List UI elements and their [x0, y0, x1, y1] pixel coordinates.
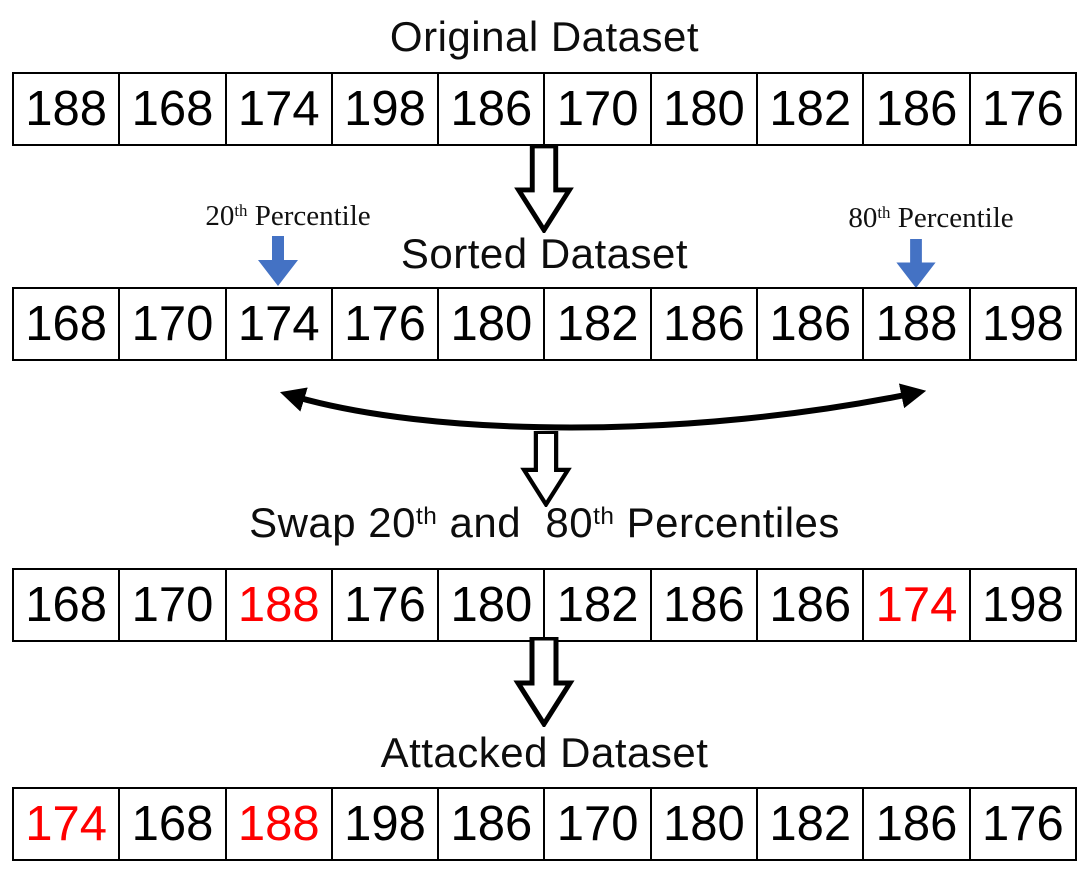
- table-cell: 186: [864, 787, 971, 861]
- table-cell: 176: [332, 287, 440, 361]
- table-cell: 168: [120, 787, 227, 861]
- attacked-dataset-row: 174 168 188 198 186 170 180 182 186 176: [12, 787, 1077, 861]
- table-cell: 182: [545, 287, 652, 361]
- table-cell: 176: [970, 72, 1077, 146]
- table-cell: 174: [226, 72, 333, 146]
- table-cell: 198: [332, 787, 440, 861]
- table-cell: 186: [758, 287, 865, 361]
- down-block-arrow-icon: [514, 145, 574, 233]
- table-cell: 186: [651, 568, 759, 642]
- table-cell: 176: [970, 787, 1077, 861]
- table-cell: 174: [226, 287, 333, 361]
- down-block-arrow-icon: [520, 431, 572, 507]
- table-cell: 188: [864, 287, 971, 361]
- table-cell: 176: [332, 568, 440, 642]
- table-cell: 186: [864, 72, 971, 146]
- sorted-dataset-title: Sorted Dataset: [400, 230, 689, 277]
- table-cell: 180: [651, 72, 759, 146]
- table-cell: 188: [12, 72, 121, 146]
- table-cell: 180: [439, 568, 546, 642]
- table-cell: 168: [12, 568, 121, 642]
- percentile-20-arrow-icon: [258, 236, 298, 286]
- table-cell: 186: [651, 287, 759, 361]
- table-cell: 170: [545, 72, 652, 146]
- table-cell: 180: [439, 287, 546, 361]
- table-cell: 188: [226, 568, 333, 642]
- table-cell: 168: [120, 72, 227, 146]
- original-dataset-row: 188 168 174 198 186 170 180 182 186 176: [12, 72, 1077, 146]
- table-cell: 174: [864, 568, 971, 642]
- table-cell: 182: [758, 787, 865, 861]
- original-dataset-title: Original Dataset: [389, 13, 700, 60]
- table-cell: 168: [12, 287, 121, 361]
- attacked-dataset-title: Attacked Dataset: [380, 729, 709, 776]
- table-cell: 182: [758, 72, 865, 146]
- percentile-80-label: 80th Percentile: [848, 202, 1014, 234]
- percentile-20-label: 20th Percentile: [205, 200, 371, 232]
- down-block-arrow-icon: [513, 637, 575, 727]
- swapped-dataset-row: 168 170 188 176 180 182 186 186 174 198: [12, 568, 1077, 642]
- table-cell: 170: [545, 787, 652, 861]
- swap-percentiles-title: Swap 20th and 80th Percentiles: [249, 499, 840, 546]
- table-cell: 186: [758, 568, 865, 642]
- table-cell: 198: [332, 72, 440, 146]
- table-cell: 198: [970, 287, 1077, 361]
- table-cell: 186: [439, 72, 546, 146]
- table-cell: 188: [226, 787, 333, 861]
- table-cell: 198: [970, 568, 1077, 642]
- sorted-dataset-row: 168 170 174 176 180 182 186 186 188 198: [12, 287, 1077, 361]
- percentile-80-arrow-icon: [896, 239, 936, 288]
- swap-curved-arrow-icon: [279, 383, 927, 431]
- table-cell: 174: [12, 787, 121, 861]
- table-cell: 170: [120, 287, 227, 361]
- table-cell: 186: [439, 787, 546, 861]
- table-cell: 170: [120, 568, 227, 642]
- table-cell: 180: [651, 787, 759, 861]
- table-cell: 182: [545, 568, 652, 642]
